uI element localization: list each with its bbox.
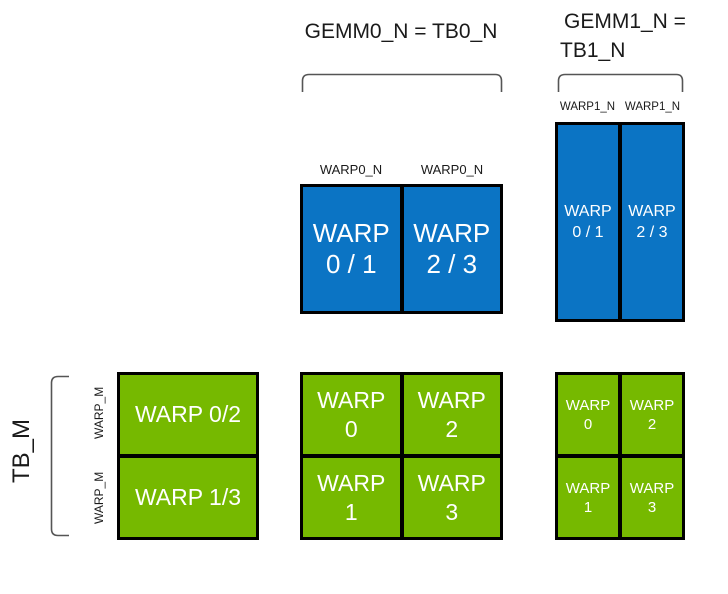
tb-m-span-bracket-icon xyxy=(50,375,69,537)
gemm0-warp-cell-01: WARP 0 / 1 xyxy=(303,187,400,311)
warp-cell-line1: WARP xyxy=(312,218,390,248)
warp-cell-0: WARP 0 xyxy=(558,375,618,454)
warp-cell-text: WARP 1/3 xyxy=(134,484,242,510)
warp0n-label-left: WARP0_N xyxy=(319,162,383,177)
warp-cell-line1: WARP xyxy=(317,469,386,496)
warp-cell-3: WARP 3 xyxy=(403,458,500,537)
warp-cell-2: WARP 2 xyxy=(622,375,682,454)
gemm1-warp-cell-01: WARP 0 / 1 xyxy=(558,125,618,319)
warp-cell-2: WARP 2 xyxy=(403,375,500,454)
warp-cell-line1: WARP xyxy=(629,396,675,414)
warp-cell-line1: WARP xyxy=(629,479,675,497)
warp-cell-line2: 1 xyxy=(344,498,358,525)
warp-cell-line2: 3 xyxy=(445,498,459,525)
warp-cell-line1: WARP xyxy=(417,386,486,413)
warp-cell-line1: WARP xyxy=(317,386,386,413)
warp-cell-line1: WARP xyxy=(564,203,612,220)
warp-cell-line2: 0 xyxy=(583,415,593,433)
warp-cell-line1: WARP xyxy=(413,218,491,248)
warp-cell-line2: 2 / 3 xyxy=(636,224,668,241)
warp-cell-line2: 1 xyxy=(583,498,593,516)
gemm1-warp-2x2-grid: WARP 0 WARP 2 WARP 1 WARP 3 xyxy=(555,372,685,540)
gemm1-warp-cell-23: WARP 2 / 3 xyxy=(622,125,682,319)
warp0n-label-right: WARP0_N xyxy=(420,162,484,177)
gemm0-span-bracket-icon xyxy=(301,73,503,92)
gemm1-title-line2: TB1_N xyxy=(560,39,626,62)
tb-warp-cell-13: WARP 1/3 xyxy=(120,458,256,537)
warp-cell-0: WARP 0 xyxy=(303,375,400,454)
warp-cell-1: WARP 1 xyxy=(558,458,618,537)
gemm1-warp-grid: WARP 0 / 1 WARP 2 / 3 xyxy=(555,122,685,322)
gemm0-title: GEMM0_N = TB0_N xyxy=(304,20,498,43)
warp-m-label-bottom: WARP_M xyxy=(92,471,106,525)
gemm0-warp-2x2-grid: WARP 0 WARP 2 WARP 1 WARP 3 xyxy=(300,372,503,540)
tb-warp-rows-grid: WARP 0/2 WARP 1/3 xyxy=(117,372,259,540)
warp-cell-line1: WARP xyxy=(628,203,676,220)
warp-cell-line2: 2 xyxy=(647,415,657,433)
warp1n-label-left: WARP1_N xyxy=(559,101,616,113)
warp-cell-line1: WARP xyxy=(565,479,611,497)
gemm0-warp-cell-23: WARP 2 / 3 xyxy=(403,187,500,311)
warp-cell-line1: WARP xyxy=(417,469,486,496)
warp-cell-line2: 2 xyxy=(445,415,459,442)
warp-cell-1: WARP 1 xyxy=(303,458,400,537)
warp-cell-text: WARP 0/2 xyxy=(134,401,242,427)
warp-cell-3: WARP 3 xyxy=(622,458,682,537)
gemm1-span-bracket-icon xyxy=(557,73,684,92)
tb-warp-cell-02: WARP 0/2 xyxy=(120,375,256,454)
warp-cell-line2: 3 xyxy=(647,498,657,516)
warp-cell-line2: 0 xyxy=(344,415,358,442)
warp-m-label-top: WARP_M xyxy=(92,386,106,440)
warp-cell-line2: 2 / 3 xyxy=(426,249,478,279)
warp-cell-line1: WARP xyxy=(565,396,611,414)
gemm0-warp-grid: WARP 0 / 1 WARP 2 / 3 xyxy=(300,184,503,314)
warp1n-label-right: WARP1_N xyxy=(624,101,681,113)
tb-m-axis-label: TB_M xyxy=(8,419,35,484)
warp-cell-line2: 0 / 1 xyxy=(572,224,604,241)
gemm1-title: GEMM1_N = TB1_N xyxy=(560,7,710,65)
gemm1-title-line1: GEMM1_N = xyxy=(564,10,686,33)
warp-cell-line2: 0 / 1 xyxy=(325,249,377,279)
